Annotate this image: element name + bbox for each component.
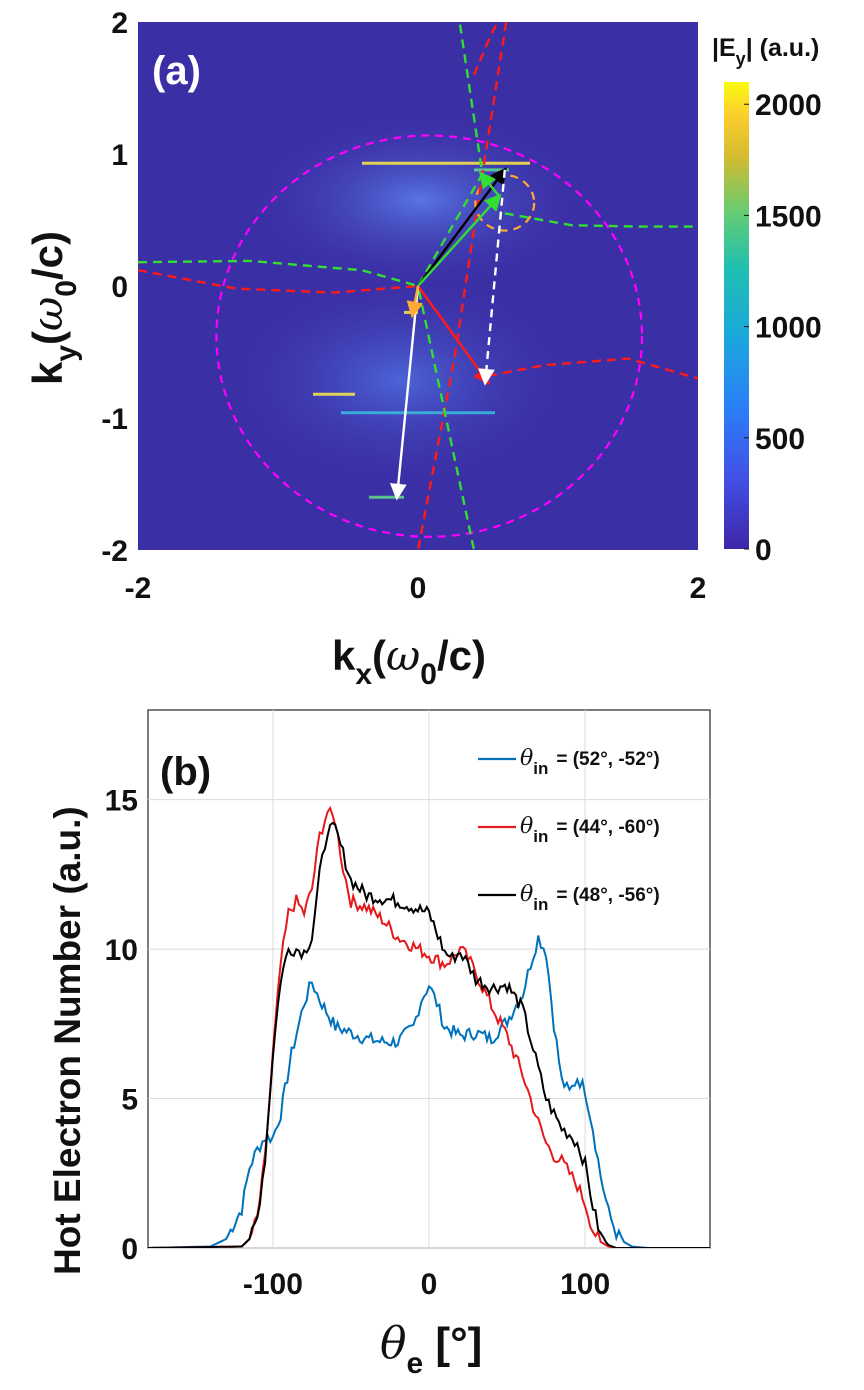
y-tick-label: 10 <box>105 934 138 967</box>
x-axis-label-sub: x <box>355 658 372 691</box>
y-tick-label: -1 <box>101 403 128 436</box>
colorbar <box>724 82 749 549</box>
green-small-arrow <box>478 171 501 197</box>
y-tick-label: 0 <box>111 271 128 304</box>
y-tick-label: -2 <box>101 535 128 568</box>
y-axis-label-main: k <box>24 361 71 385</box>
legend-sub: in <box>533 759 548 778</box>
x-tick-labels: -2 0 2 <box>125 572 707 605</box>
series-line <box>148 935 710 1248</box>
y-tick-label: 15 <box>105 785 138 818</box>
colorbar-tick-label: 1000 <box>755 312 822 345</box>
y-tick-labels-b: 0 5 10 15 <box>105 785 138 1266</box>
colorbar-title: |Ey| (a.u.) <box>712 34 819 69</box>
legend-entry: θin = (52°, -52°) <box>520 746 660 778</box>
green-line-steep <box>416 24 484 550</box>
heatmap-glow-upper <box>245 110 595 290</box>
x-axis-label-b-sub: e <box>407 1347 424 1380</box>
legend-value: = (52°, -52°) <box>556 749 659 770</box>
x-tick-label: 100 <box>560 1268 610 1301</box>
x-axis-label-b: θe [°] <box>380 1318 482 1380</box>
red-line-steep <box>416 22 508 550</box>
y-tick-label: 5 <box>121 1084 138 1117</box>
panel-label-b: (b) <box>160 750 211 794</box>
legend-theta: θ <box>520 814 533 839</box>
colorbar-title-sub: y <box>736 49 746 69</box>
colorbar-tick-label: 500 <box>755 423 805 456</box>
legend-entry: θin = (44°, -60°) <box>520 814 660 846</box>
y-axis-label-paren: ( <box>24 331 71 345</box>
y-tick-label: 1 <box>111 139 128 172</box>
y-tick-label: 2 <box>111 7 128 40</box>
white-arrow <box>389 285 420 501</box>
grid-lines <box>148 710 710 1249</box>
series-lines <box>148 805 710 1248</box>
red-curve-left <box>138 269 419 294</box>
legend-theta: θ <box>520 746 533 771</box>
x-axis-label-b-tail: [°] <box>423 1319 482 1368</box>
y-axis-label-omega: ω <box>23 297 72 331</box>
x-tick-label: -100 <box>243 1268 303 1301</box>
colorbar-title-main: |E <box>712 34 736 62</box>
x-axis-label-tail: /c) <box>437 632 486 679</box>
green-arrow <box>417 193 502 287</box>
y-axis-label-omega-sub: 0 <box>50 280 83 297</box>
x-tick-labels-b: -100 0 100 <box>243 1268 610 1301</box>
legend-value: = (44°, -60°) <box>556 817 659 838</box>
orange-circle <box>474 174 536 232</box>
y-axis-label-sub: y <box>50 345 83 362</box>
wavevector-arrows <box>389 167 507 501</box>
x-axis-label-a: kx(ω0/c) <box>332 631 486 691</box>
dashed-circles <box>215 134 644 538</box>
x-tick-label: 0 <box>421 1268 438 1301</box>
x-axis-label-b-main: θ <box>380 1318 407 1369</box>
colorbar-tick-label: 1500 <box>755 200 822 233</box>
magenta-circle <box>215 134 644 538</box>
legend-sub: in <box>533 827 548 846</box>
colorbar-title-tail: | (a.u.) <box>746 34 820 62</box>
x-axis-label-omega: ω <box>386 631 420 680</box>
green-curve-left <box>138 259 419 288</box>
legend-entry: θin = (48°, -56°) <box>520 882 660 914</box>
colorbar-tick-label: 0 <box>755 534 772 567</box>
y-axis-label-b: Hot Electron Number (a.u.) <box>47 806 88 1275</box>
colorbar-tick-label: 2000 <box>755 89 822 122</box>
legend: θin = (52°, -52°)θin = (44°, -60°)θin = (48… <box>478 746 660 914</box>
y-axis-label-a: ky(ω0/c) <box>23 231 83 385</box>
y-tick-label: 0 <box>121 1233 138 1266</box>
red-arrow <box>417 285 490 386</box>
colorbar-tick-labels: 0 500 1000 1500 2000 <box>744 89 822 567</box>
dashed-curves <box>138 22 698 550</box>
x-tick-label: 2 <box>690 572 707 605</box>
legend-value: = (48°, -56°) <box>556 885 659 906</box>
x-axis-label-omega-sub: 0 <box>420 658 437 691</box>
panel-label-a: (a) <box>152 49 201 93</box>
orange-arrow <box>406 285 424 319</box>
x-axis-label-paren: ( <box>372 632 386 679</box>
white-dashed-arrow <box>478 169 506 386</box>
x-tick-label: 0 <box>410 572 427 605</box>
y-tick-labels: -2 -1 0 1 2 <box>101 7 128 568</box>
legend-sub: in <box>533 895 548 914</box>
y-axis-label-tail: /c) <box>24 231 71 280</box>
green-curve-right <box>504 212 698 228</box>
x-axis-label-main: k <box>332 632 356 679</box>
legend-theta: θ <box>520 882 533 907</box>
x-tick-label: -2 <box>125 572 152 605</box>
series-line <box>148 821 710 1248</box>
